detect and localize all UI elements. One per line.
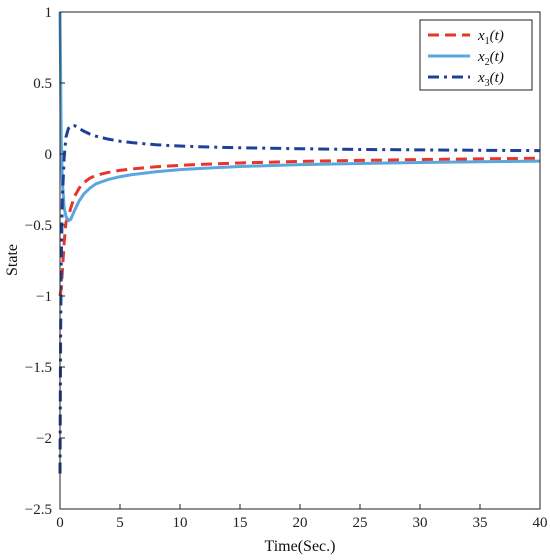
legend-label-x1: x1(t) [477,28,504,47]
y-tick-label: 0.5 [33,76,52,92]
legend: x1(t) x2(t) x3(t) [419,19,533,91]
series-line-x2 [58,11,541,223]
series-layer [58,11,541,474]
x-tick-label: 30 [413,515,428,531]
x-tick-label: 0 [56,515,64,531]
plot-area [60,12,540,509]
x-tick-label: 20 [293,515,308,531]
y-tick-label: −0.5 [25,218,52,234]
y-tick-label: −2.5 [25,502,52,518]
y-tick-label: −1 [36,289,52,305]
x-tick-label: 15 [233,515,248,531]
x-tick-label: 40 [533,515,548,531]
legend-label-x2: x2(t) [477,49,504,68]
y-tick-label: 0 [45,147,53,163]
x-axis-label: Time(Sec.) [265,538,336,555]
y-tick-label: −1.5 [25,360,52,376]
x-tick-label: 25 [353,515,368,531]
x-tick-label: 5 [116,515,124,531]
y-tick-label: −2 [36,431,52,447]
series-line-x3 [58,124,541,474]
x-tick-label: 35 [473,515,488,531]
y-axis: 1 0.5 0 −0.5 −1 −1.5 −2 −2.5 [25,5,65,518]
x-axis: 0 5 10 15 20 25 30 35 40 [56,504,548,531]
series-line-x1 [58,156,541,297]
y-axis-label: State [4,244,21,276]
y-tick-label: 1 [45,5,53,21]
x-tick-label: 10 [173,515,188,531]
legend-label-x3: x3(t) [477,70,504,89]
